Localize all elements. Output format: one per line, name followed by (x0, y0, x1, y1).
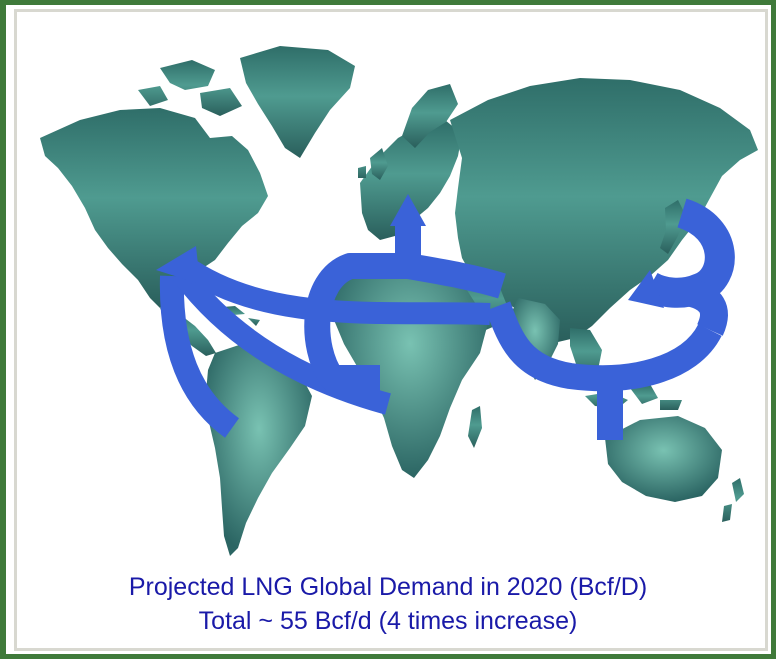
lng-routes (159, 198, 735, 440)
greenland (240, 46, 355, 158)
asia (450, 78, 758, 342)
europe (360, 120, 462, 240)
route-asia-return (687, 279, 728, 336)
world-map (10, 8, 768, 568)
route-south-america-to-north-america (159, 275, 240, 438)
new-zealand (722, 478, 744, 522)
japan (660, 200, 685, 254)
madagascar (468, 406, 482, 448)
route-middle-east-to-asia (485, 301, 722, 392)
route-arrowheads (156, 194, 664, 308)
route-africa-to-europe (304, 253, 408, 391)
arrowhead-north-america (156, 246, 200, 284)
arctic-islands (138, 60, 242, 116)
australia (605, 416, 722, 502)
arrowhead-asia (628, 270, 664, 308)
arrowhead-europe (390, 194, 426, 226)
south-america (206, 344, 312, 556)
map-caption-total: Total ~ 55 Bcf/d (4 times increase) (198, 607, 578, 635)
scandinavia (402, 84, 458, 148)
world-map-svg (40, 46, 758, 556)
route-west-africa-to-north-america (173, 267, 391, 415)
map-caption-title: Projected LNG Global Demand in 2020 (Bcf… (128, 573, 648, 601)
north-america (40, 108, 268, 308)
route-middle-east-to-north-america (178, 256, 491, 325)
route-middle-east-to-europe (395, 223, 506, 299)
british-isles (358, 148, 388, 180)
